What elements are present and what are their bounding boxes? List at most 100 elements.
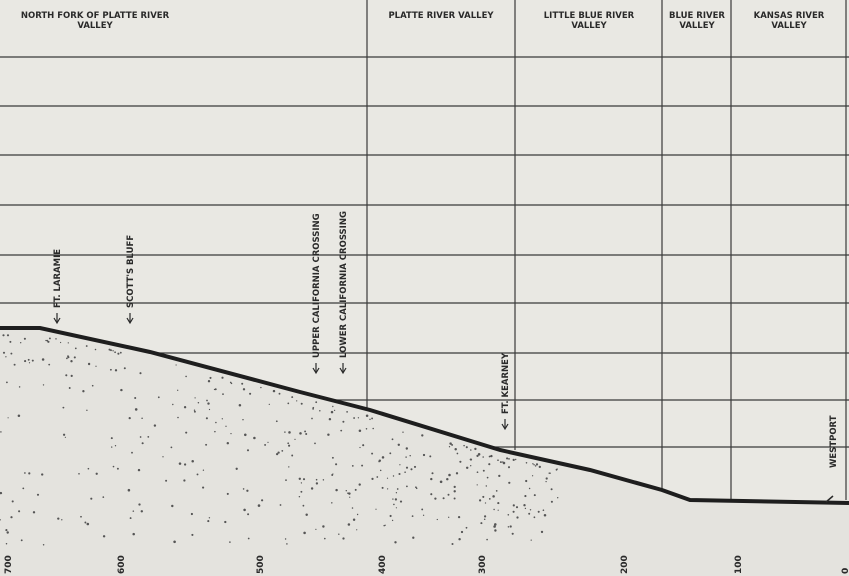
dot bbox=[300, 491, 302, 493]
dot bbox=[75, 348, 77, 350]
dot bbox=[261, 499, 263, 501]
dot bbox=[41, 473, 43, 475]
dot bbox=[477, 471, 479, 473]
dot bbox=[301, 482, 302, 483]
dot bbox=[80, 516, 82, 518]
dot bbox=[28, 359, 30, 361]
dot bbox=[142, 442, 144, 444]
dot bbox=[138, 469, 140, 471]
dot bbox=[65, 437, 66, 438]
distance-label: 400 bbox=[378, 555, 388, 574]
dot bbox=[395, 498, 397, 500]
dot bbox=[342, 421, 344, 423]
dot bbox=[346, 490, 347, 491]
dot bbox=[221, 377, 223, 379]
dot bbox=[392, 498, 393, 499]
dot bbox=[332, 406, 333, 407]
dot bbox=[382, 487, 384, 489]
dot bbox=[5, 356, 6, 357]
dot bbox=[141, 510, 143, 512]
dot bbox=[18, 510, 20, 512]
dot bbox=[18, 415, 21, 418]
dot bbox=[132, 533, 135, 536]
dot bbox=[63, 434, 65, 436]
dot bbox=[194, 410, 195, 411]
dot bbox=[124, 367, 126, 369]
dot bbox=[225, 426, 226, 427]
dot bbox=[227, 493, 229, 495]
dot bbox=[299, 496, 300, 497]
dot bbox=[230, 433, 231, 434]
dot bbox=[207, 520, 209, 522]
dot bbox=[470, 449, 472, 451]
dot bbox=[86, 410, 87, 411]
dot bbox=[9, 341, 11, 343]
dot bbox=[531, 539, 532, 540]
dot bbox=[335, 463, 337, 465]
dot bbox=[448, 517, 449, 518]
dot bbox=[70, 360, 72, 362]
dot bbox=[288, 431, 291, 434]
dot bbox=[185, 432, 187, 434]
dot bbox=[459, 461, 461, 463]
dot bbox=[299, 432, 302, 435]
dot bbox=[434, 497, 436, 499]
dot bbox=[423, 515, 424, 516]
dot bbox=[32, 360, 34, 362]
dot bbox=[332, 457, 334, 459]
dot bbox=[6, 382, 8, 384]
dot bbox=[406, 467, 408, 469]
dot bbox=[429, 455, 431, 457]
dot bbox=[114, 351, 116, 353]
dot bbox=[141, 417, 143, 419]
dot bbox=[454, 448, 456, 450]
dot bbox=[276, 453, 278, 455]
dot bbox=[24, 472, 26, 474]
dot bbox=[331, 411, 334, 414]
distance-label: 500 bbox=[256, 555, 266, 574]
dot bbox=[253, 437, 256, 440]
dot bbox=[90, 498, 92, 500]
distance-label: 100 bbox=[734, 555, 744, 574]
dot bbox=[287, 442, 289, 444]
dot bbox=[508, 526, 509, 527]
dot bbox=[412, 515, 414, 517]
dot bbox=[456, 472, 458, 474]
dot bbox=[208, 380, 210, 382]
dot bbox=[493, 509, 494, 510]
dot bbox=[397, 488, 399, 490]
dot bbox=[133, 510, 135, 512]
dot bbox=[423, 454, 425, 456]
dot bbox=[71, 375, 73, 377]
landmark-label: FT. LARAMIE bbox=[53, 249, 63, 308]
dot bbox=[410, 468, 412, 470]
dot bbox=[198, 402, 199, 403]
dot bbox=[117, 468, 119, 470]
dot bbox=[323, 479, 324, 480]
dot bbox=[530, 509, 531, 510]
landmark-label: UPPER CALIFORNIA CROSSING bbox=[312, 213, 322, 358]
dot bbox=[206, 400, 208, 402]
dot bbox=[358, 417, 359, 418]
distance-label: 300 bbox=[478, 555, 488, 574]
dot bbox=[546, 477, 548, 479]
dot bbox=[3, 352, 5, 354]
dot bbox=[355, 489, 357, 491]
landmark-label: WESTPORT bbox=[829, 415, 839, 468]
dot bbox=[361, 465, 363, 467]
dot bbox=[183, 479, 185, 481]
dot bbox=[140, 436, 142, 438]
dot bbox=[311, 487, 313, 489]
dot bbox=[498, 510, 499, 511]
dot bbox=[117, 353, 119, 355]
dot bbox=[288, 466, 289, 467]
dot bbox=[62, 407, 64, 409]
dot bbox=[299, 478, 301, 480]
dot bbox=[474, 448, 476, 450]
dot bbox=[498, 475, 500, 477]
dot bbox=[366, 415, 369, 418]
dot bbox=[353, 518, 355, 520]
dot bbox=[496, 490, 498, 492]
dot bbox=[6, 531, 8, 533]
dot bbox=[248, 538, 250, 540]
